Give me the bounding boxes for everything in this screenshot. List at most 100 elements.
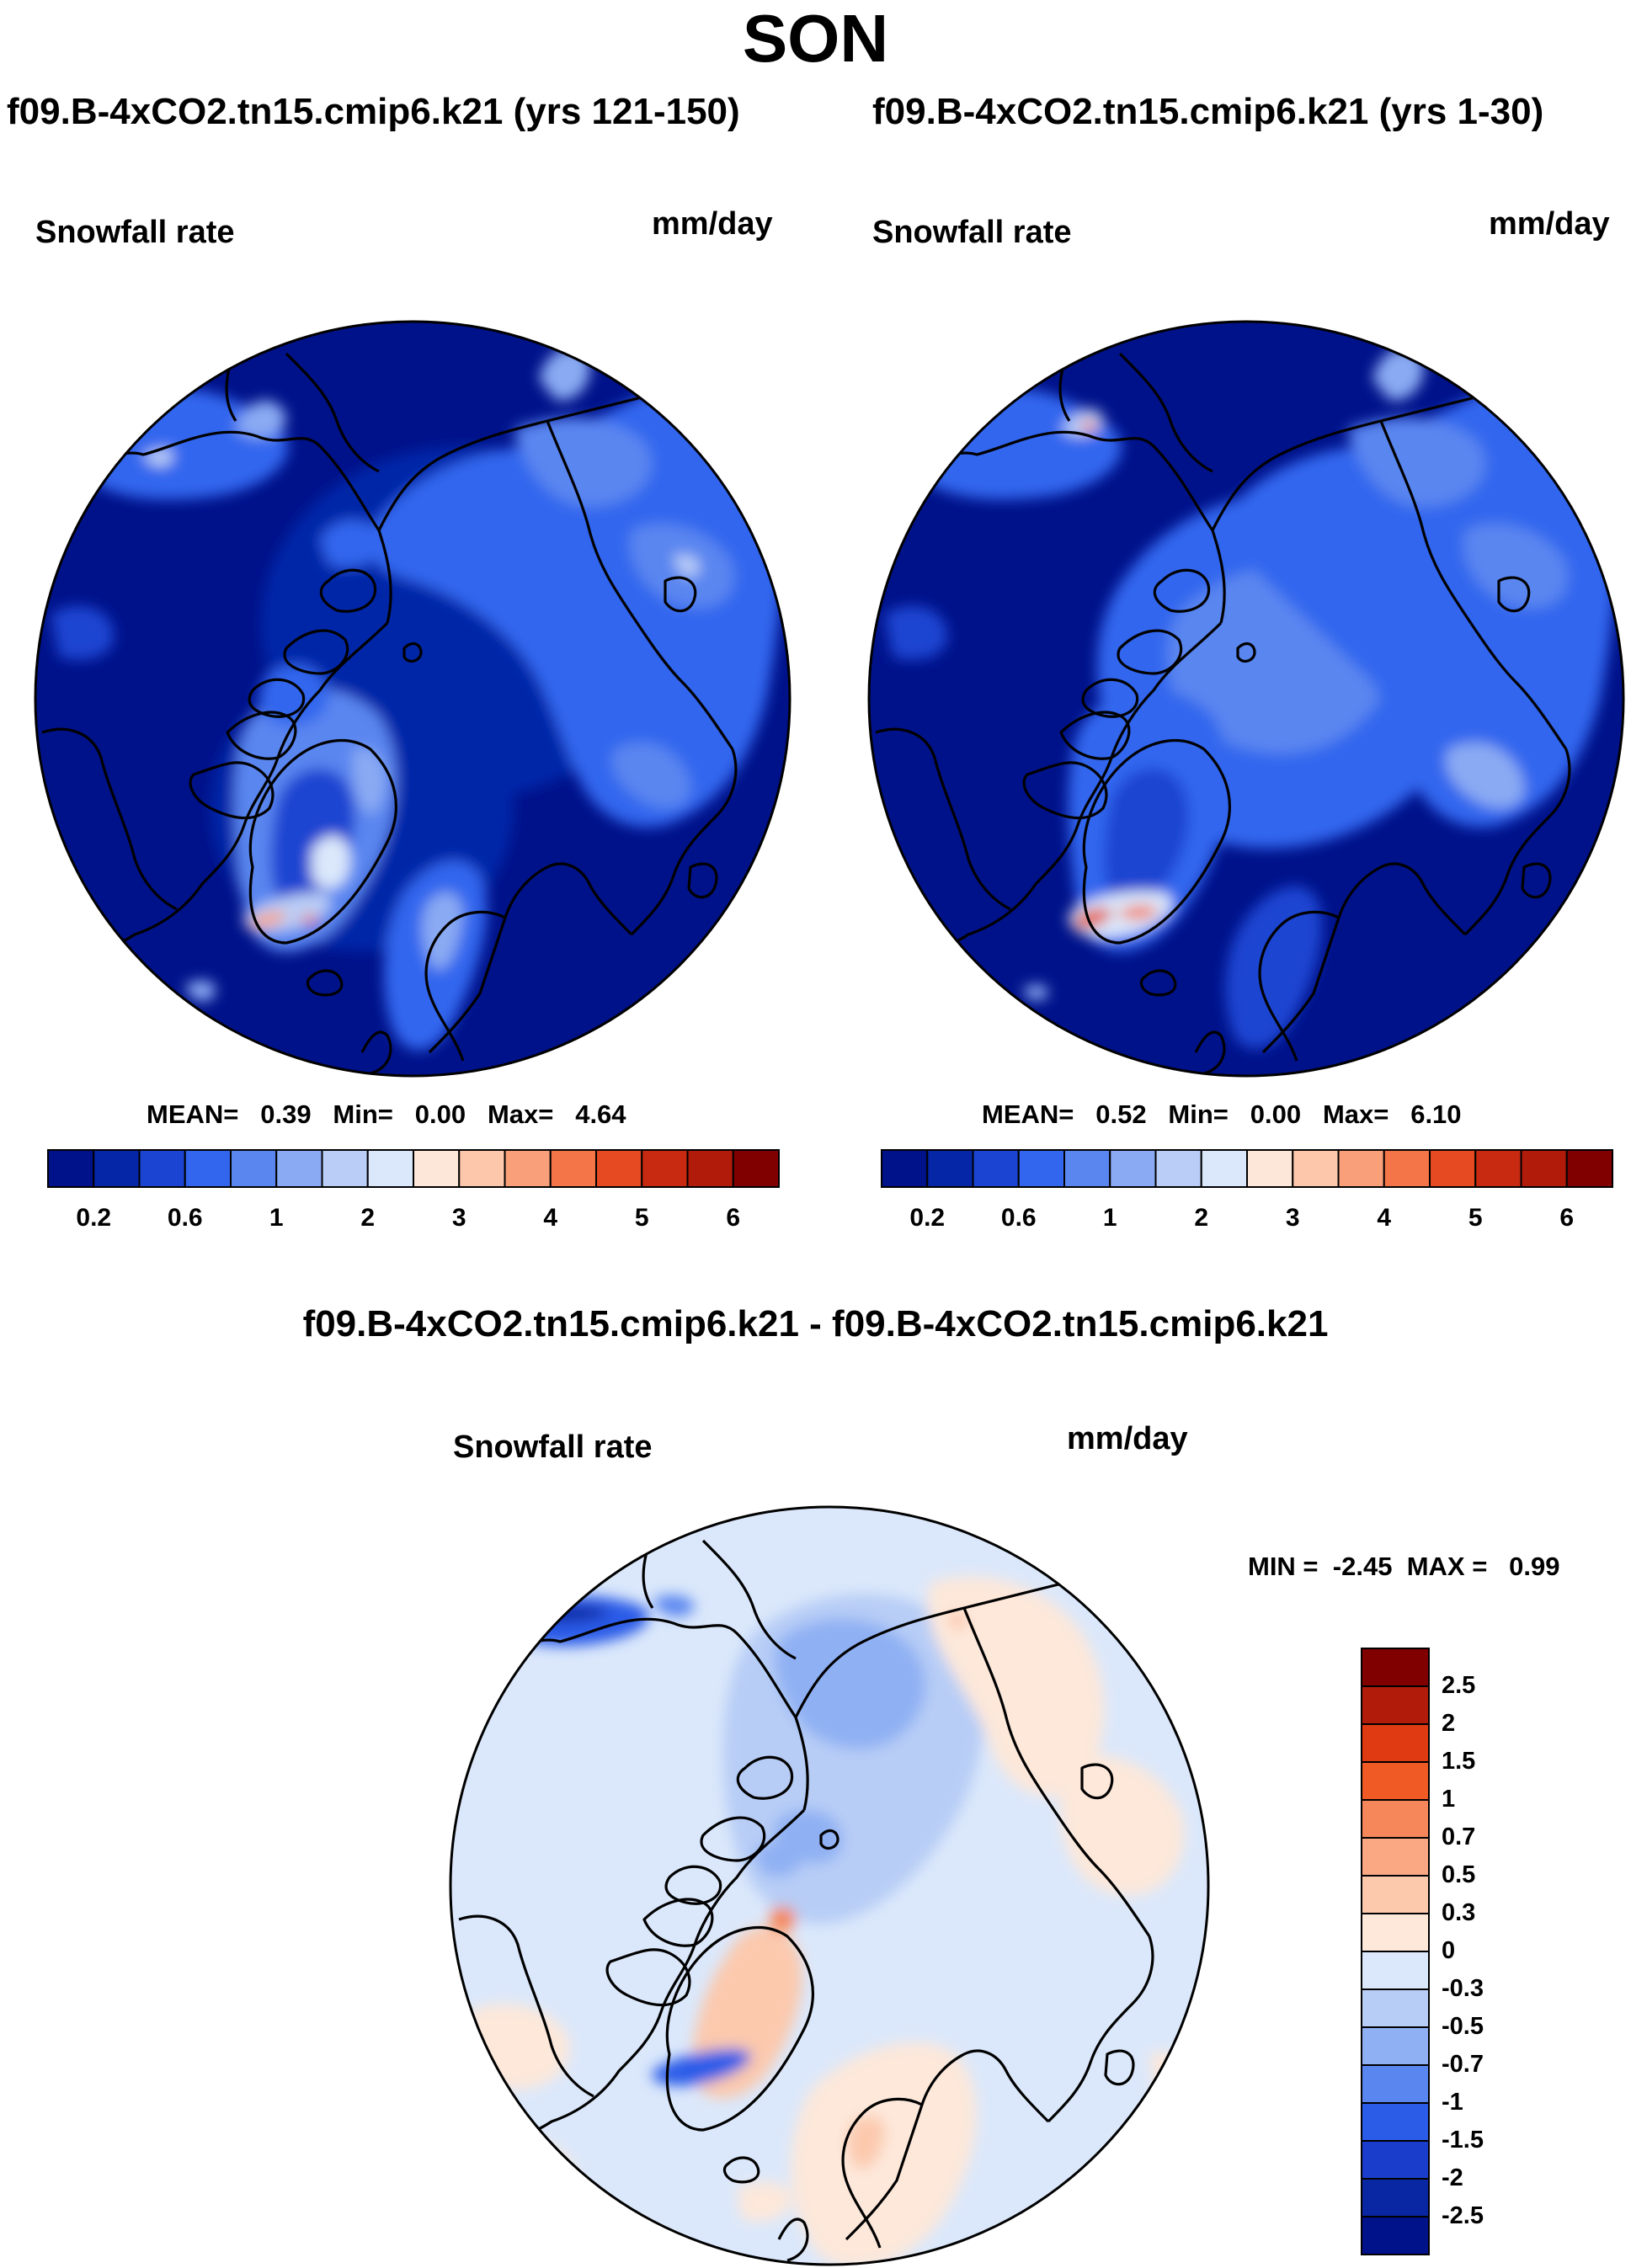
right-colorbar-swatch — [1154, 1149, 1202, 1188]
difference-colorbar-tick-label: 1.5 — [1442, 1748, 1476, 1775]
left-colorbar-tick-label: 1 — [269, 1204, 284, 1232]
right-colorbar-tick-label: 5 — [1468, 1204, 1483, 1232]
difference-colorbar-tick-label: -0.7 — [1442, 2051, 1484, 2078]
difference-colorbar-tick-label: -0.5 — [1442, 2013, 1484, 2040]
right-colorbar-swatch — [1292, 1149, 1340, 1188]
difference-colorbar — [1361, 1648, 1430, 2255]
right-panel-title: f09.B-4xCO2.tn15.cmip6.k21 (yrs 1-30) — [872, 91, 1544, 132]
left-colorbar-swatch — [47, 1149, 95, 1188]
difference-units-label: mm/day — [1067, 1421, 1188, 1456]
difference-colorbar-swatch — [1361, 2102, 1430, 2142]
left-colorbar-swatch — [732, 1149, 780, 1188]
left-mean-label: MEAN= — [147, 1099, 239, 1129]
right-colorbar-swatch — [1565, 1149, 1613, 1188]
right-colorbar-tick-label: 6 — [1559, 1204, 1575, 1232]
left-max-value: 4.64 — [575, 1099, 626, 1129]
difference-colorbar-swatch — [1361, 2216, 1430, 2255]
left-colorbar-tick-label: 3 — [451, 1204, 466, 1232]
left-variable-label: Snowfall rate — [35, 215, 235, 250]
left-colorbar-tick-label: 4 — [543, 1204, 558, 1232]
left-min-value: 0.00 — [414, 1099, 466, 1129]
difference-colorbar-swatch — [1361, 1648, 1430, 1687]
difference-colorbar-swatch — [1361, 2064, 1430, 2104]
difference-colorbar-swatch — [1361, 1913, 1430, 1952]
left-colorbar-swatch — [686, 1149, 734, 1188]
right-colorbar-swatch — [972, 1149, 1020, 1188]
difference-colorbar-tick-label: -2.5 — [1442, 2202, 1484, 2229]
left-colorbar-swatch — [413, 1149, 461, 1188]
left-colorbar-swatch — [458, 1149, 506, 1188]
left-colorbar-tick-label: 6 — [726, 1204, 741, 1232]
difference-variable-label: Snowfall rate — [453, 1429, 653, 1465]
right-colorbar-tick-label: 0.6 — [1000, 1204, 1037, 1232]
left-mean-value: 0.39 — [260, 1099, 312, 1129]
difference-panel-title: f09.B-4xCO2.tn15.cmip6.k21 - f09.B-4xCO2… — [302, 1303, 1329, 1344]
left-colorbar-swatch — [275, 1149, 323, 1188]
right-colorbar-tick-label: 1 — [1102, 1204, 1117, 1232]
difference-min-value: -2.45 — [1332, 1552, 1393, 1581]
difference-colorbar-tick-label: 0.7 — [1442, 1823, 1476, 1850]
right-max-label: Max= — [1322, 1099, 1389, 1129]
right-units-label: mm/day — [1489, 206, 1610, 242]
left-panel-title: f09.B-4xCO2.tn15.cmip6.k21 (yrs 121-150) — [7, 91, 740, 132]
right-colorbar — [881, 1149, 1613, 1188]
left-colorbar-swatch — [595, 1149, 643, 1188]
left-colorbar-swatch — [138, 1149, 186, 1188]
right-mean-value: 0.52 — [1095, 1099, 1147, 1129]
left-stats: MEAN= 0.39 Min= 0.00 Max= 4.64 — [147, 1099, 626, 1130]
difference-colorbar-swatch — [1361, 1988, 1430, 2028]
left-colorbar — [47, 1149, 780, 1188]
right-max-value: 6.10 — [1410, 1099, 1462, 1129]
left-min-label: Min= — [333, 1099, 393, 1129]
difference-colorbar-swatch — [1361, 2178, 1430, 2217]
difference-colorbar-tick-label: -2 — [1442, 2164, 1463, 2191]
difference-colorbar-swatch — [1361, 2140, 1430, 2180]
right-colorbar-tick-label: 3 — [1285, 1204, 1300, 1232]
right-colorbar-swatch — [1246, 1149, 1294, 1188]
left-colorbar-tick-label: 2 — [360, 1204, 376, 1232]
left-colorbar-tick-label: 5 — [634, 1204, 649, 1232]
difference-colorbar-swatch — [1361, 1799, 1430, 1839]
left-colorbar-tick-label: 0.6 — [167, 1204, 203, 1232]
difference-colorbar-tick-label: 2 — [1442, 1710, 1456, 1737]
left-colorbar-tick-label: 0.2 — [76, 1204, 112, 1232]
right-colorbar-tick-label: 0.2 — [909, 1204, 946, 1232]
difference-colorbar-swatch — [1361, 1951, 1430, 1990]
difference-colorbar-tick-label: 2.5 — [1442, 1672, 1476, 1699]
left-colorbar-swatch — [184, 1149, 232, 1188]
difference-colorbar-swatch — [1361, 2026, 1430, 2066]
difference-colorbar-swatch — [1361, 1761, 1430, 1801]
right-min-label: Min= — [1168, 1099, 1229, 1129]
difference-colorbar-swatch — [1361, 1875, 1430, 1914]
right-colorbar-tick-label: 2 — [1194, 1204, 1209, 1232]
difference-colorbar-swatch — [1361, 1723, 1430, 1763]
right-min-value: 0.00 — [1250, 1099, 1302, 1129]
difference-map — [449, 1505, 1210, 2266]
difference-colorbar-tick-label: 0.5 — [1442, 1861, 1476, 1888]
right-map — [867, 320, 1625, 1078]
difference-colorbar-swatch — [1361, 1837, 1430, 1877]
difference-max-value: 0.99 — [1509, 1552, 1560, 1581]
left-max-label: Max= — [487, 1099, 554, 1129]
difference-colorbar-tick-label: -0.3 — [1442, 1975, 1484, 2002]
right-colorbar-swatch — [1337, 1149, 1385, 1188]
left-map — [34, 320, 792, 1078]
difference-colorbar-tick-label: 1 — [1442, 1786, 1456, 1813]
right-variable-label: Snowfall rate — [872, 215, 1072, 250]
right-colorbar-swatch — [926, 1149, 974, 1188]
right-colorbar-swatch — [1520, 1149, 1568, 1188]
left-colorbar-swatch — [93, 1149, 141, 1188]
difference-colorbar-tick-label: 0.3 — [1442, 1899, 1476, 1926]
difference-max-label: MAX = — [1406, 1552, 1488, 1581]
left-colorbar-swatch — [230, 1149, 278, 1188]
difference-stats: MIN = -2.45 MAX = 0.99 — [1248, 1552, 1559, 1582]
left-units-label: mm/day — [652, 206, 773, 242]
right-colorbar-swatch — [881, 1149, 929, 1188]
difference-colorbar-tick-label: -1.5 — [1442, 2127, 1484, 2154]
right-colorbar-swatch — [1474, 1149, 1522, 1188]
figure-title: SON — [742, 1, 889, 76]
right-colorbar-swatch — [1429, 1149, 1477, 1188]
right-colorbar-swatch — [1017, 1149, 1065, 1188]
difference-min-label: MIN = — [1248, 1552, 1319, 1581]
